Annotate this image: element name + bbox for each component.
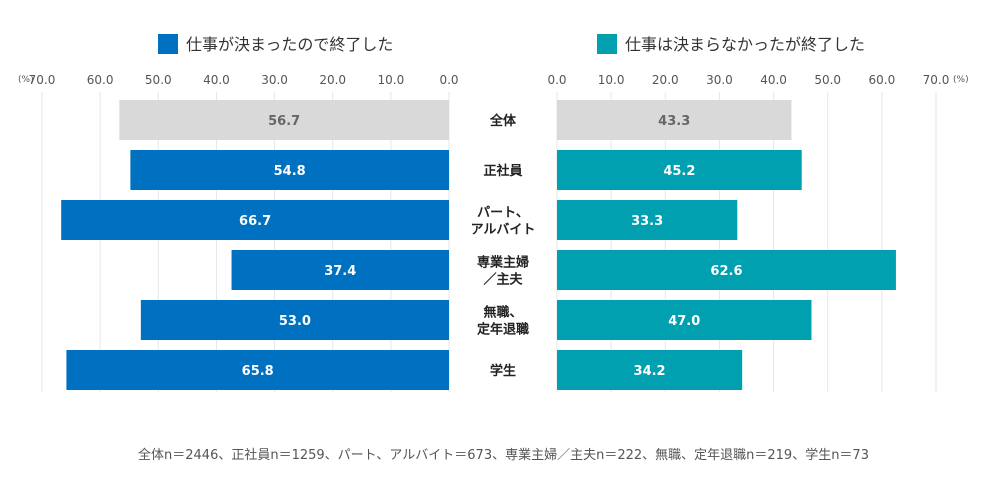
right-bar-value: 33.3 xyxy=(631,214,663,229)
left-bar xyxy=(231,250,449,290)
left-bar-value: 65.8 xyxy=(242,364,274,379)
right-unit-label: (%) xyxy=(953,75,969,85)
left-tick-label: 0.0 xyxy=(439,73,458,87)
left-bar xyxy=(130,150,449,190)
left-unit-label: (%) xyxy=(18,75,34,85)
legend-label-right: 仕事は決まらなかったが終了した xyxy=(625,35,865,54)
right-tick-label: 20.0 xyxy=(652,73,679,87)
left-bar xyxy=(119,100,449,140)
category-label: 専業主婦／主夫 xyxy=(477,255,529,288)
right-bar xyxy=(557,150,802,190)
legend-swatch-left xyxy=(158,34,178,54)
right-bar xyxy=(557,200,738,240)
right-bar-value: 62.6 xyxy=(710,264,742,279)
left-tick-label: 10.0 xyxy=(377,73,404,87)
legend-label-left: 仕事が決まったので終了した xyxy=(186,35,393,54)
right-tick-label: 30.0 xyxy=(706,73,733,87)
left-tick-label: 60.0 xyxy=(87,73,114,87)
category-label: パート、アルバイト xyxy=(471,206,536,238)
left-bar-value: 56.7 xyxy=(268,114,300,129)
category-label: 正社員 xyxy=(483,163,522,179)
right-tick-label: 70.0 xyxy=(923,73,950,87)
left-bar-value: 37.4 xyxy=(324,264,356,279)
diverging-bar-chart: 70.0 60.0 50.0 40.0 30.0 20.0 10.0 0.0 0.0 10.0 20… xyxy=(18,34,969,392)
right-bar xyxy=(557,250,896,290)
category-label: 無職、定年退職 xyxy=(476,305,529,338)
right-bar xyxy=(557,300,812,340)
right-bar-value: 34.2 xyxy=(634,364,666,379)
right-tick-label: 40.0 xyxy=(760,73,787,87)
legend-swatch-right xyxy=(597,34,617,54)
right-tick-label: 10.0 xyxy=(598,73,625,87)
left-tick-label: 20.0 xyxy=(319,73,346,87)
left-bar-value: 66.7 xyxy=(239,214,271,229)
right-bar-value: 47.0 xyxy=(668,314,700,329)
sample-size-footnote: 全体n＝2446、正社員n＝1259、パート、アルバイト＝673、専業主婦／主夫… xyxy=(138,448,869,463)
left-tick-label: 70.0 xyxy=(29,73,56,87)
left-bar-value: 54.8 xyxy=(274,164,306,179)
category-label: 学生 xyxy=(490,363,516,379)
left-tick-label: 30.0 xyxy=(261,73,288,87)
left-bar xyxy=(140,300,450,340)
left-bar xyxy=(66,350,450,390)
right-tick-label: 0.0 xyxy=(547,73,566,87)
right-bar-value: 43.3 xyxy=(658,114,690,129)
left-bar-value: 53.0 xyxy=(279,314,311,329)
right-bar-value: 45.2 xyxy=(663,164,695,179)
right-tick-label: 50.0 xyxy=(814,73,841,87)
right-bar xyxy=(557,100,792,140)
right-bar xyxy=(557,350,743,390)
right-tick-label: 60.0 xyxy=(868,73,895,87)
left-tick-label: 40.0 xyxy=(203,73,230,87)
left-bar xyxy=(61,200,450,240)
category-label: 全体 xyxy=(489,113,517,129)
left-tick-label: 50.0 xyxy=(145,73,172,87)
